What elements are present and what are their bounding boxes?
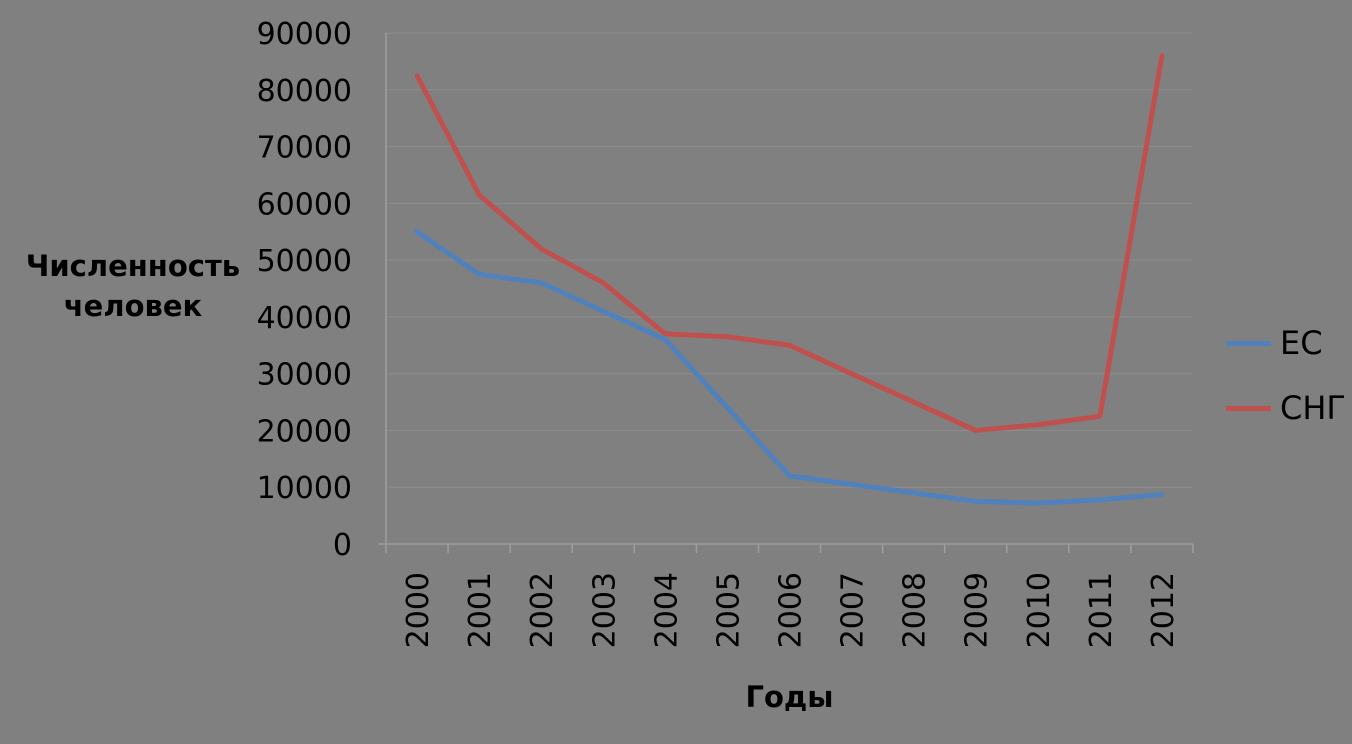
legend-line-swatch-sng xyxy=(1226,405,1271,411)
legend-label-ec: ЕС xyxy=(1280,324,1323,362)
y-tick-label: 20000 xyxy=(257,414,352,449)
legend-line-swatch-ec xyxy=(1226,340,1271,346)
x-tick-label: 2011 xyxy=(1084,572,1119,648)
y-axis-title: Численность человек xyxy=(25,249,241,323)
y-tick-label: 0 xyxy=(333,528,352,563)
x-tick-label: 2000 xyxy=(401,572,436,648)
series-line-0 xyxy=(414,229,1165,506)
y-tick-label: 90000 xyxy=(257,17,352,52)
x-tick-label: 2012 xyxy=(1146,572,1181,648)
x-tick-label: 2008 xyxy=(898,572,933,648)
x-tick-label: 2007 xyxy=(836,572,871,648)
x-tick-label: 2001 xyxy=(463,572,498,648)
x-tick-label: 2005 xyxy=(711,572,746,648)
x-tick-label: 2010 xyxy=(1022,572,1057,648)
y-tick-label: 80000 xyxy=(257,74,352,109)
x-tick-label: 2002 xyxy=(525,572,560,648)
y-tick-label: 10000 xyxy=(257,471,352,506)
legend: ЕС СНГ xyxy=(1226,324,1346,427)
x-tick-label: 2003 xyxy=(587,572,622,648)
x-tick-label: 2006 xyxy=(774,572,809,648)
y-tick-label: 70000 xyxy=(257,131,352,166)
x-axis-title: Годы xyxy=(745,680,834,714)
x-tick-label: 2004 xyxy=(649,572,684,648)
y-tick-label: 50000 xyxy=(257,244,352,279)
series-line-1 xyxy=(414,53,1165,433)
legend-label-sng: СНГ xyxy=(1280,389,1346,427)
y-tick-label: 60000 xyxy=(257,187,352,222)
y-tick-label: 30000 xyxy=(257,358,352,393)
legend-item-ec: ЕС xyxy=(1226,324,1346,362)
legend-item-sng: СНГ xyxy=(1226,389,1346,427)
x-tick-label: 2009 xyxy=(960,572,995,648)
y-tick-label: 40000 xyxy=(257,301,352,336)
